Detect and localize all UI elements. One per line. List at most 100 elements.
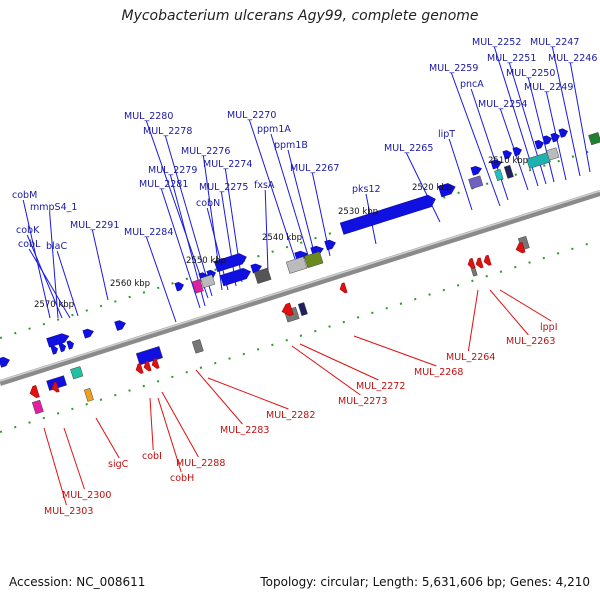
scale-label: 2530 kbp xyxy=(338,207,378,217)
forward-connector xyxy=(569,62,591,173)
scale-label: 2550 kbp xyxy=(186,256,226,266)
reverse-connector xyxy=(207,377,289,410)
forward-connector xyxy=(220,191,237,287)
reverse-connector xyxy=(467,289,479,352)
reverse-gene-shape xyxy=(51,381,60,393)
forward-connector xyxy=(28,248,71,319)
forward-gene-label: MUL_2278 xyxy=(143,126,192,137)
reverse-gene-label: MUL_2303 xyxy=(44,506,93,517)
forward-connector xyxy=(164,135,213,297)
forward-gene-label: MUL_2246 xyxy=(548,53,597,64)
forward-connector xyxy=(91,229,109,301)
forward-gene-shape xyxy=(470,165,482,176)
accession-text: Accession: NC_008611 xyxy=(9,575,146,589)
gene-block xyxy=(83,387,94,402)
reverse-gene-label: MUL_2272 xyxy=(356,381,405,392)
forward-gene-arrow xyxy=(0,356,10,368)
forward-gene-arrow xyxy=(470,165,482,176)
forward-gene-arrow xyxy=(550,132,560,143)
reverse-label-connectors xyxy=(43,289,552,506)
reverse-connector xyxy=(161,391,199,458)
forward-gene-label: cobM xyxy=(12,190,37,201)
forward-gene-arrow xyxy=(250,263,262,274)
forward-gene-shape xyxy=(82,328,94,339)
forward-gene-label: ppm1B xyxy=(274,140,308,151)
forward-connector xyxy=(450,72,501,207)
forward-gene-label: fxsA xyxy=(254,180,275,191)
forward-gene-label: MUL_2281 xyxy=(139,179,188,190)
forward-gene-label: MUL_2284 xyxy=(124,227,173,238)
forward-gene-shape xyxy=(66,340,75,350)
gene-block xyxy=(468,175,484,190)
forward-connector xyxy=(470,88,509,201)
reverse-gene-shape xyxy=(483,254,492,266)
gene-block xyxy=(31,399,44,415)
forward-connector xyxy=(56,250,79,317)
forward-gene-arrow xyxy=(542,135,552,145)
gene-block-shape xyxy=(135,346,163,366)
forward-connector xyxy=(160,188,201,309)
forward-gene-arrow xyxy=(490,159,502,170)
genome-stats-text: Topology: circular; Length: 5,631,606 bp… xyxy=(260,575,590,589)
forward-connector xyxy=(405,152,441,223)
gene-block xyxy=(297,302,308,316)
forward-gene-shape xyxy=(250,263,262,274)
forward-gene-shape xyxy=(324,239,336,251)
forward-gene-label: MUL_2280 xyxy=(124,111,173,122)
forward-gene-shape xyxy=(58,343,67,353)
reverse-gene-shape xyxy=(281,302,294,316)
forward-connector xyxy=(248,119,299,269)
reverse-gene-label: cobH xyxy=(170,473,194,484)
gene-block-shape xyxy=(285,256,308,274)
reverse-gene-label: sigC xyxy=(108,459,129,470)
forward-gene-arrow xyxy=(114,320,126,331)
forward-gene-arrow xyxy=(50,345,59,355)
forward-connector xyxy=(49,211,59,319)
forward-connector xyxy=(145,236,177,323)
gene-block xyxy=(253,267,272,284)
gene-block-shape xyxy=(83,387,94,402)
reverse-gene-arrow xyxy=(475,257,484,269)
reverse-connector xyxy=(157,397,182,473)
reverse-genes xyxy=(29,242,526,399)
forward-gene-label: cobK xyxy=(16,225,40,236)
reverse-gene-arrow xyxy=(339,282,348,294)
forward-gene-label: MUL_2274 xyxy=(203,159,252,170)
forward-gene-arrow xyxy=(174,281,184,292)
gene-block-shape xyxy=(297,302,308,316)
misc-gene-blocks xyxy=(31,132,600,415)
forward-gene-shape xyxy=(558,128,568,138)
forward-gene-label: MUL_2275 xyxy=(199,182,248,193)
gene-block-shape xyxy=(303,251,324,269)
forward-gene-label: pncA xyxy=(460,79,484,90)
reverse-gene-label: MUL_2268 xyxy=(414,367,463,378)
gene-block-shape xyxy=(70,366,84,380)
forward-gene-shape xyxy=(438,183,456,198)
forward-gene-shape xyxy=(214,253,247,273)
forward-gene-arrow xyxy=(502,150,512,160)
reverse-gene-arrow xyxy=(135,363,144,374)
forward-gene-arrow xyxy=(558,128,568,138)
gene-block xyxy=(303,251,324,269)
gene-block-shape xyxy=(546,147,560,161)
forward-gene-shape xyxy=(114,320,126,331)
forward-connector xyxy=(264,189,269,273)
reverse-gene-arrow xyxy=(29,385,40,399)
gene-block xyxy=(135,346,163,366)
forward-gene-shape xyxy=(339,194,436,235)
forward-gene-arrow xyxy=(82,328,94,339)
reverse-gene-label: MUL_2273 xyxy=(338,396,387,407)
reverse-connector xyxy=(149,397,154,451)
gene-block xyxy=(494,169,504,181)
forward-genes xyxy=(0,128,568,368)
gene-block xyxy=(588,132,600,146)
reverse-connector xyxy=(195,369,243,425)
forward-connector xyxy=(22,199,51,319)
scale-label: 2510 kbp xyxy=(488,156,528,166)
gene-block-shape xyxy=(526,152,551,169)
reverse-gene-arrow xyxy=(483,254,492,266)
forward-gene-arrow xyxy=(324,239,336,251)
forward-gene-label: MUL_2291 xyxy=(70,220,119,231)
forward-gene-shape xyxy=(502,150,512,160)
